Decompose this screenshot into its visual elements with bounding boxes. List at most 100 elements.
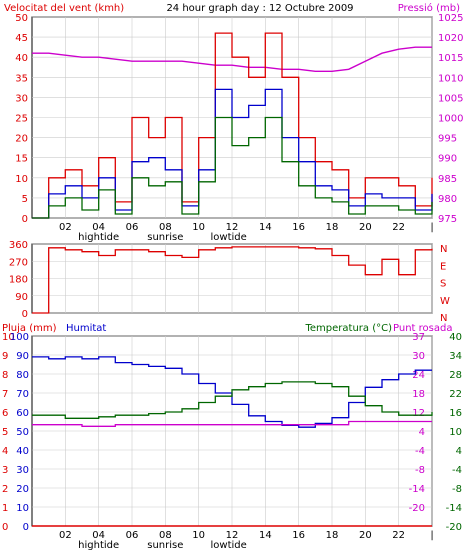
rain-tick-label: 9 [2,351,8,362]
x-tick-label: 08 [159,222,172,233]
x-tick-label: 04 [92,530,105,541]
right-tick-label: 990 [438,154,457,165]
series-Temperatura [32,381,433,419]
temperature-axis-title: Temperatura (°C) [304,323,392,334]
left-tick-label: 10 [15,174,28,185]
inner-temp-tick-label: 12 [412,408,425,419]
x-tick-label: 20 [359,222,372,233]
humidity-tick-label: 30 [16,465,29,476]
rain-tick-label: 5 [2,427,8,438]
inner-temp-tick-label: 37 [412,332,425,343]
rain-tick-label: 10 [2,332,15,343]
direction-tick-label: 0 [22,309,28,320]
humidity-tick-label: 90 [16,351,29,362]
temperature-tick-label: -4 [452,465,462,476]
x-tick-label: 22 [392,530,405,541]
series-Pressió [32,46,432,72]
right-axis-title: Pressió (mb) [398,2,460,14]
inner-temp-tick-label: -8 [415,465,425,476]
x-sublabel-sunrise: sunrise [147,232,183,243]
temperature-tick-label: -14 [446,503,462,514]
inner-temp-tick-label: -4 [415,446,425,457]
x-tick-label: 16 [292,530,305,541]
humidity-tick-label: 60 [16,408,29,419]
temperature-tick-label: 28 [449,370,462,381]
rain-tick-label: 7 [2,389,8,400]
humidity-tick-label: 20 [16,484,29,495]
x-tick-label: 18 [326,222,339,233]
right-tick-label: 1000 [438,114,463,125]
rain-tick-label: 8 [2,370,8,381]
x-tick-label: 02 [59,222,72,233]
x-tick-label: 16 [292,222,305,233]
humidity-tick-label: 0 [23,522,29,533]
x-sublabel-sunrise: sunrise [147,540,183,551]
humidity-axis-title: Humitat [66,323,106,334]
x-tick-label: 06 [126,530,139,541]
left-tick-label: 35 [15,73,28,84]
left-tick-label: 20 [15,134,28,145]
x-tick-label: 20 [359,530,372,541]
rain-tick-label: 3 [2,465,8,476]
chart-title: 24 hour graph day : 12 Octubre 2009 [166,3,353,14]
inner-temp-tick-label: -14 [409,484,425,495]
left-tick-label: 30 [15,93,28,104]
right-tick-label: 1015 [438,53,463,64]
left-axis-title: Velocitat del vent (kmh) [4,3,124,14]
rain-tick-label: 0 [2,522,8,533]
left-tick-label: 45 [15,33,28,44]
compass-label: S [440,279,446,290]
right-tick-label: 985 [438,174,457,185]
inner-temp-tick-label: 24 [412,370,425,381]
compass-label: N [440,244,447,255]
right-tick-label: 1005 [438,93,463,104]
rain-tick-label: 2 [2,484,8,495]
x-tick-label: 14 [259,222,272,233]
inner-temp-tick-label: 4 [419,427,425,438]
right-tick-label: 1010 [438,73,463,84]
direction-tick-label: 90 [15,292,28,303]
temperature-tick-label: -8 [452,484,462,495]
rain-tick-label: 1 [2,503,8,514]
compass-label: W [440,296,450,307]
humidity-tick-label: 50 [16,427,29,438]
rain-axis-title: Pluja (mm) [2,323,57,334]
series-Punt rosada [32,420,432,427]
inner-temp-tick-label: 18 [412,389,425,400]
rain-tick-label: 6 [2,408,8,419]
humidity-tick-label: 40 [16,446,29,457]
x-sublabel-hightide: hightide [78,232,119,243]
x-tick-label: 18 [326,530,339,541]
x-tick-label: 14 [259,530,272,541]
x-tick-label: 10 [192,222,205,233]
x-sublabel-hightide: hightide [78,540,119,551]
x-tick-label: 08 [159,530,172,541]
temperature-tick-label: 16 [449,408,462,419]
humidity-tick-label: 100 [10,332,29,343]
x-tick-label: 12 [226,530,239,541]
temperature-tick-label: 34 [449,351,462,362]
temperature-tick-label: 10 [449,427,462,438]
right-tick-label: 975 [438,214,457,225]
series-lull [32,116,433,219]
rain-tick-label: 4 [2,446,8,457]
x-tick-label: 22 [392,222,405,233]
inner-temp-tick-label: 30 [412,351,425,362]
x-tick-label: | [430,222,433,233]
dewpoint-axis-title: Punt rosada [393,323,452,334]
left-tick-label: 40 [15,53,28,64]
temperature-tick-label: 22 [449,389,462,400]
left-tick-label: 5 [22,194,28,205]
left-tick-label: 0 [22,214,28,225]
x-tick-label: 06 [126,222,139,233]
direction-tick-label: 360 [9,240,28,251]
temperature-tick-label: 40 [449,332,462,343]
x-tick-label: | [430,530,433,541]
x-sublabel-lowtide: lowtide [211,540,247,551]
x-tick-label: 10 [192,530,205,541]
left-tick-label: 15 [15,154,28,165]
direction-tick-label: 270 [9,257,28,268]
humidity-tick-label: 70 [16,389,29,400]
x-tick-label: 12 [226,222,239,233]
